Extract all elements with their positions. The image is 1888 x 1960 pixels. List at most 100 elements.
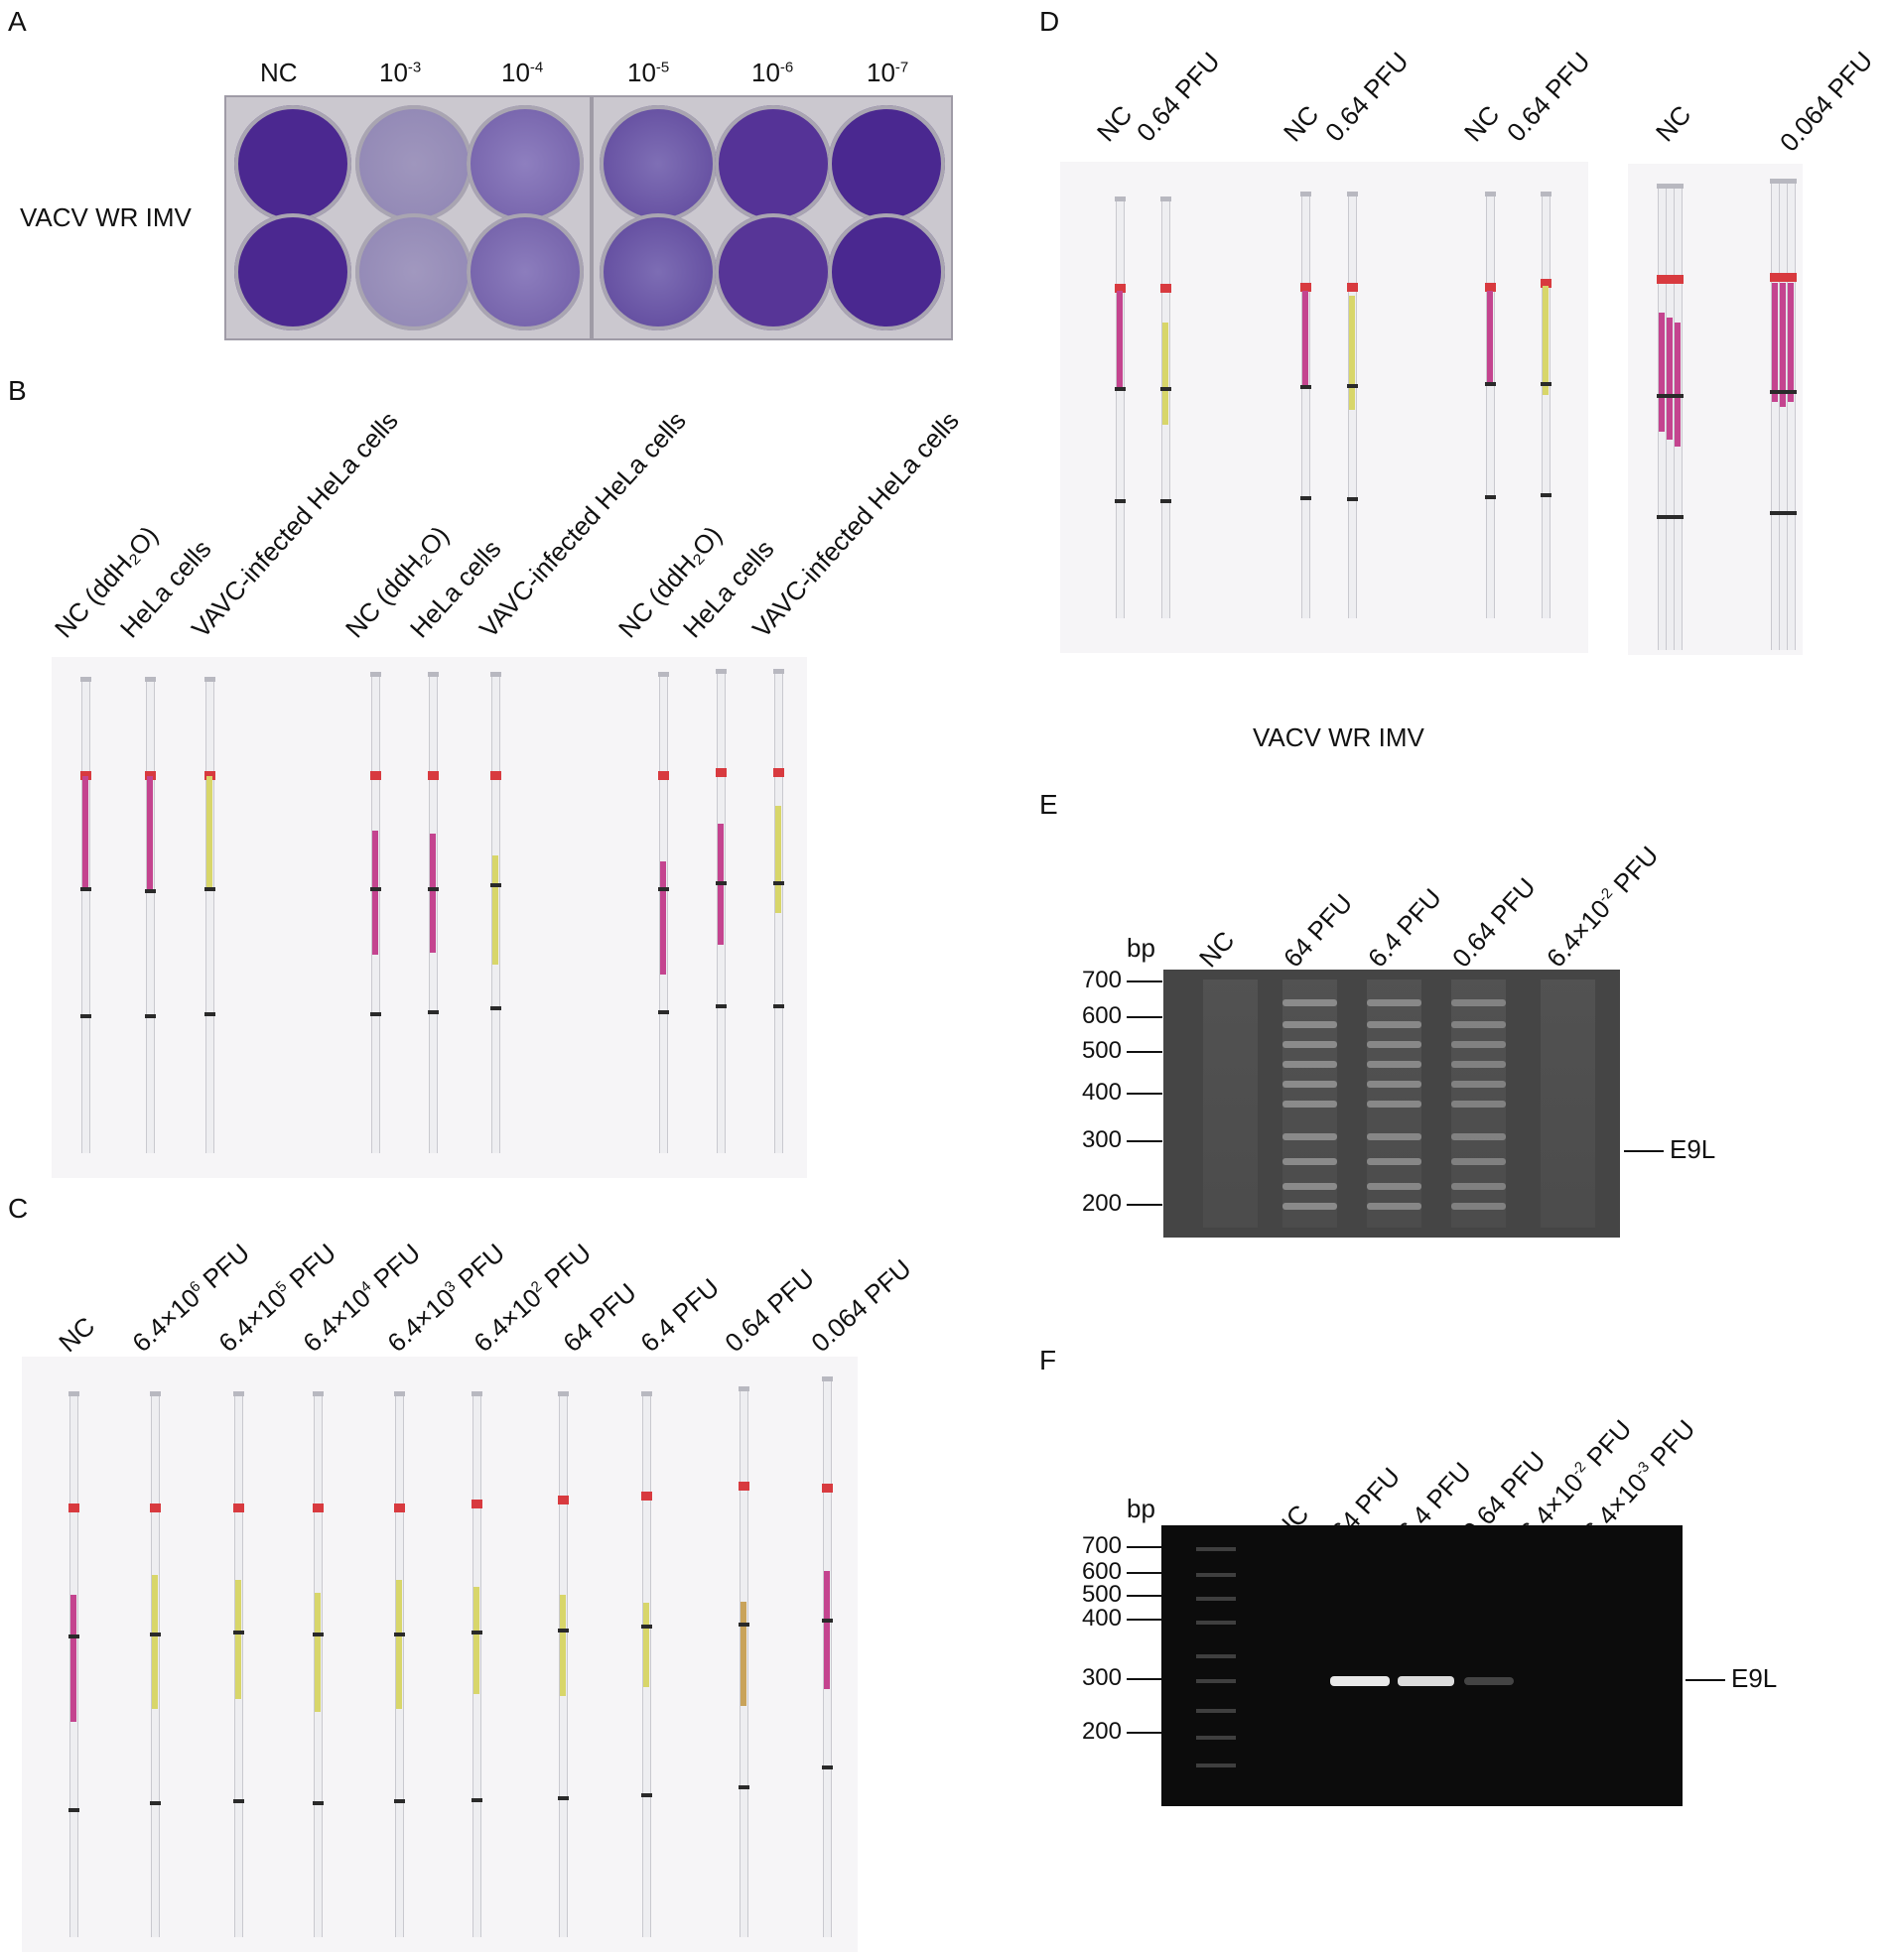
panel-d-lane-label: NC [1090, 99, 1139, 148]
strip-line-mark [716, 881, 727, 885]
gel-band [1451, 1041, 1506, 1048]
e-ladder-label: 500 [1081, 1037, 1122, 1064]
panel-a-col-1e-7: 10-7 [867, 58, 909, 87]
gel-band [1282, 1133, 1337, 1140]
well-1e-7-bottom [828, 213, 945, 330]
f-ladder-tick [1127, 1546, 1162, 1548]
strip-line-mark [233, 1631, 244, 1634]
strip-line-mark [1770, 390, 1781, 394]
panel-a-letter: A [8, 6, 27, 37]
panel-e-lane-label: NC [1192, 925, 1241, 974]
strip-top-end [1770, 179, 1781, 184]
strip-line-mark [370, 887, 381, 891]
strip-test-zone [206, 776, 212, 890]
strip-line-mark [490, 883, 501, 887]
strip-test-zone [775, 806, 781, 913]
strip-test-zone [824, 1571, 830, 1689]
test-strip [1301, 192, 1310, 618]
strip-line-mark [558, 1796, 569, 1800]
well-1e-5-bottom [600, 213, 717, 330]
strip-top-end [1485, 192, 1496, 196]
panel-d-lane-label: 0.64 PFU [1500, 46, 1596, 148]
strip-sample-pad [490, 771, 501, 780]
strip-sample-pad [558, 1496, 569, 1504]
strip-test-zone [152, 1575, 158, 1709]
strip-sample-pad [1657, 275, 1668, 284]
gel-band [1451, 1021, 1506, 1028]
strip-sample-pad [1160, 284, 1171, 293]
strip-test-zone [1302, 291, 1308, 385]
strip-line-mark [1541, 382, 1551, 386]
gel-band [1451, 1061, 1506, 1068]
f-ladder-label: 600 [1081, 1558, 1122, 1585]
panel-b-lane-label: VAVC-infected HeLa cells [745, 405, 965, 644]
gel-band [1282, 999, 1337, 1006]
strip-line-mark [1770, 511, 1781, 515]
panel-b-strip-scan [52, 657, 807, 1178]
strip-sample-pad [641, 1492, 652, 1501]
strip-sample-pad [370, 771, 381, 780]
strip-line-mark [1778, 390, 1789, 394]
test-strip [1116, 196, 1125, 618]
panel-e-lane-label: 0.64 PFU [1445, 871, 1542, 974]
panel-d-lane-label: 0.64 PFU [1318, 46, 1415, 148]
strip-line-mark [773, 1004, 784, 1008]
strip-top-end [1347, 192, 1358, 196]
strip-line-mark [1300, 385, 1311, 389]
strip-sample-pad [1300, 283, 1311, 292]
strip-line-mark [1665, 394, 1676, 398]
strip-test-zone [147, 776, 153, 892]
strip-line-mark [233, 1799, 244, 1803]
strip-top-end [428, 672, 439, 677]
gel-band [1367, 1101, 1421, 1108]
strip-test-zone [70, 1595, 76, 1722]
strip-top-end [145, 677, 156, 682]
gel-ladder-band [1196, 1547, 1236, 1551]
panel-c-lane-label: 0.64 PFU [719, 1262, 820, 1359]
f-ladder-label: 500 [1081, 1581, 1122, 1608]
strip-line-mark [658, 1010, 669, 1014]
strip-line-mark [370, 1012, 381, 1016]
strip-top-end [1778, 179, 1789, 184]
strip-test-zone [396, 1580, 402, 1709]
panel-a-col-1e-6: 10-6 [751, 58, 794, 87]
strip-top-end [233, 1391, 244, 1396]
test-strip [205, 677, 214, 1153]
strip-test-zone [315, 1593, 321, 1712]
strip-top-end [394, 1391, 405, 1396]
strip-test-zone [660, 861, 666, 975]
gel-band [1451, 1158, 1506, 1165]
gel-band [1367, 999, 1421, 1006]
panel-e-lane-label: 64 PFU [1277, 887, 1359, 974]
panel-f-target-pointer [1686, 1679, 1725, 1681]
strip-sample-pad [145, 771, 156, 780]
f-ladder-label: 400 [1081, 1605, 1122, 1632]
panel-c-lane-label: 64 PFU [557, 1276, 642, 1359]
strip-sample-pad [1786, 273, 1797, 282]
well-1e-4-bottom [467, 213, 584, 330]
strip-line-mark [1160, 387, 1171, 391]
e-ladder-tick [1127, 980, 1162, 982]
strip-top-end [1657, 184, 1668, 189]
gel-band [1367, 1158, 1421, 1165]
strip-test-zone [82, 776, 88, 890]
strip-test-zone [492, 855, 498, 965]
gel-band [1451, 1101, 1506, 1108]
panel-a-row-label: VACV WR IMV [20, 202, 192, 232]
f-ladder-tick [1127, 1572, 1162, 1574]
strip-sample-pad [313, 1503, 324, 1512]
gel-band [1282, 1183, 1337, 1190]
strip-line-mark [558, 1629, 569, 1633]
strip-sample-pad [233, 1503, 244, 1512]
strip-line-mark [1778, 511, 1789, 515]
strip-sample-pad [428, 771, 439, 780]
strip-top-end [1300, 192, 1311, 196]
gel-band [1367, 1041, 1421, 1048]
panel-b-letter: B [8, 375, 27, 406]
gel-band [1451, 999, 1506, 1006]
strip-line-mark [822, 1619, 833, 1623]
panel-f-gel [1161, 1525, 1683, 1806]
strip-test-zone [430, 834, 436, 953]
strip-line-mark [1485, 382, 1496, 386]
strip-test-zone [1788, 283, 1794, 402]
